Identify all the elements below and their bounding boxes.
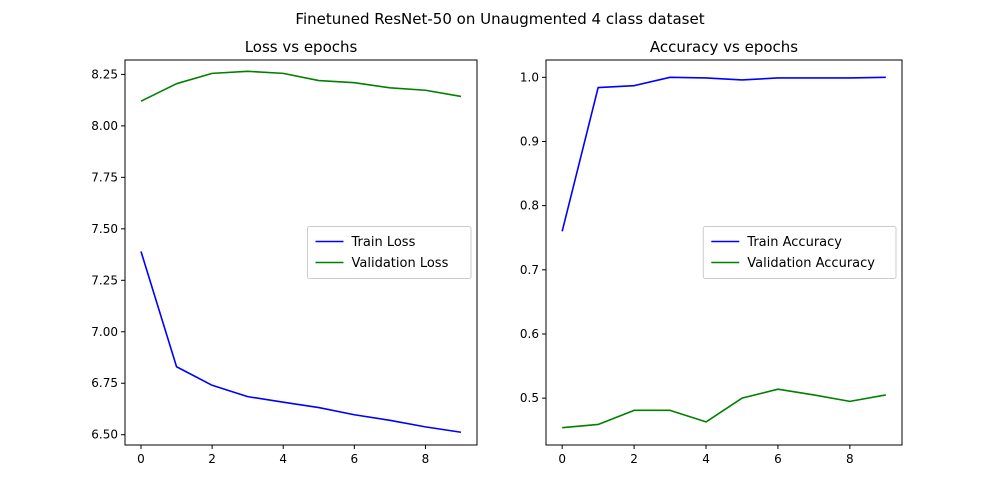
- y-tick-label: 7.00: [91, 325, 118, 339]
- series-line-0: [561, 76, 886, 232]
- x-tick-label: 6: [774, 452, 782, 466]
- x-tick-label: 2: [208, 452, 216, 466]
- legend-label: Validation Loss: [352, 256, 449, 271]
- x-tick-label: 2: [630, 452, 638, 466]
- legend: Train Accuracy Validation Accuracy: [702, 226, 897, 279]
- series-line-0: [140, 251, 462, 434]
- x-tick-label: 4: [702, 452, 710, 466]
- x-tick-label: 8: [422, 452, 430, 466]
- y-tick-label: 7.50: [91, 222, 118, 236]
- x-tick-label: 0: [558, 452, 566, 466]
- legend: Train Loss Validation Loss: [307, 226, 472, 279]
- y-tick-label: 7.75: [91, 170, 118, 184]
- y-tick-label: 0.7: [520, 263, 539, 277]
- loss-chart: Loss vs epochs 0 2 4 6 8 6.50 6.75 7.00 7.25 7.50 7…: [91, 38, 478, 466]
- legend-label: Train Accuracy: [746, 235, 842, 250]
- y-tick-label: 0.9: [520, 134, 539, 148]
- x-tick-label: 8: [846, 452, 854, 466]
- x-tick-label: 6: [351, 452, 359, 466]
- x-tick-label: 0: [137, 452, 145, 466]
- y-tick-label: 8.25: [91, 67, 118, 81]
- plot-frame: [545, 59, 903, 446]
- chart-title: Accuracy vs epochs: [650, 38, 798, 56]
- x-tick-label: 4: [279, 452, 287, 466]
- y-tick-label: 7.25: [91, 273, 118, 287]
- legend-box: [702, 226, 897, 279]
- y-tick-label: 0.6: [520, 327, 539, 341]
- legend-box: [307, 226, 472, 279]
- plot-frame: [124, 59, 478, 446]
- y-tick-label: 0.5: [520, 391, 539, 405]
- legend-label: Validation Accuracy: [747, 256, 875, 271]
- series-line-1: [140, 70, 462, 102]
- y-tick-label: 6.50: [91, 428, 118, 442]
- legend-label: Train Loss: [351, 235, 416, 250]
- y-tick-label: 1.0: [520, 70, 539, 84]
- y-tick-label: 0.8: [520, 199, 539, 213]
- accuracy-chart: Accuracy vs epochs 0 2 4 6 8 0.5 0.6 0.7 0.8 0.9 1.…: [520, 38, 903, 466]
- y-tick-label: 6.75: [91, 376, 118, 390]
- figure-title: Finetuned ResNet-50 on Unaugmented 4 cla…: [295, 10, 704, 28]
- series-line-1: [562, 388, 886, 429]
- chart-title: Loss vs epochs: [245, 38, 358, 56]
- y-tick-label: 8.00: [91, 119, 118, 133]
